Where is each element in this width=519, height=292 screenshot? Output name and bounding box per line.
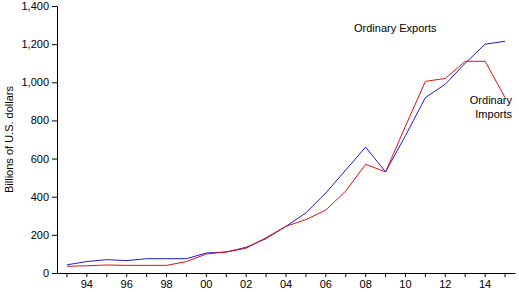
x-tick: 98 (160, 273, 172, 290)
x-tick-mark (405, 273, 406, 277)
y-tick-label: 0 (43, 267, 49, 279)
x-tick-mark (106, 273, 107, 277)
x-tick-label: 10 (399, 278, 411, 290)
x-tick (266, 273, 267, 277)
x-tick-mark (325, 273, 326, 277)
y-tick: 200 (31, 229, 57, 241)
y-tick: 800 (31, 114, 57, 126)
y-tick-label: 1,400 (21, 0, 49, 12)
y-tick-label: 600 (31, 153, 49, 165)
x-tick-label: 06 (320, 278, 332, 290)
x-tick: 94 (81, 273, 93, 290)
x-axis: 94 96 98 00 02 04 06 08 10 12 14 (58, 273, 516, 290)
y-tick-mark (52, 6, 57, 7)
y-tick-mark (52, 82, 57, 83)
series-label: Ordinary Exports (354, 22, 437, 34)
y-axis-title: Billions of U.S. dollars (3, 86, 15, 193)
y-tick-label: 1,200 (21, 38, 49, 50)
x-tick-mark (166, 273, 167, 277)
x-tick: 10 (399, 273, 411, 290)
x-tick-mark (186, 273, 187, 277)
y-tick-label: 1,000 (21, 76, 49, 88)
x-tick (186, 273, 187, 277)
x-tick (465, 273, 466, 277)
x-tick-label: 98 (160, 278, 172, 290)
x-tick-label: 96 (121, 278, 133, 290)
x-tick (385, 273, 386, 277)
y-tick-mark (52, 273, 57, 274)
x-tick-mark (206, 273, 207, 277)
x-tick-mark (485, 273, 486, 277)
y-tick-mark (52, 120, 57, 121)
y-tick-label: 200 (31, 229, 49, 241)
y-tick-mark (52, 44, 57, 45)
x-tick-mark (365, 273, 366, 277)
x-tick (66, 273, 67, 277)
x-tick-mark (66, 273, 67, 277)
x-tick-mark (505, 273, 506, 277)
x-tick (505, 273, 506, 277)
x-tick-mark (126, 273, 127, 277)
y-tick-mark (52, 235, 57, 236)
x-tick-mark (305, 273, 306, 277)
y-tick: 1,000 (21, 76, 57, 88)
x-tick-mark (86, 273, 87, 277)
series-line (67, 41, 505, 265)
x-tick-mark (226, 273, 227, 277)
y-axis: 0 200 400 600 800 1,000 1,200 1,400 (21, 0, 57, 279)
x-tick-mark (345, 273, 346, 277)
x-tick-label: 12 (439, 278, 451, 290)
x-tick-mark (445, 273, 446, 277)
plot: 0 200 400 600 800 1,000 1,200 1,400 94 96 98 00 02 04… (21, 0, 515, 290)
x-tick-mark (246, 273, 247, 277)
y-tick: 600 (31, 153, 57, 165)
chart: 0 200 400 600 800 1,000 1,200 1,400 94 96 98 00 02 04… (0, 0, 519, 292)
x-tick (425, 273, 426, 277)
series-label: OrdinaryImports (470, 94, 513, 120)
y-tick: 400 (31, 191, 57, 203)
x-tick-mark (266, 273, 267, 277)
x-tick-label: 04 (280, 278, 292, 290)
x-tick-mark (465, 273, 466, 277)
x-tick: 96 (121, 273, 133, 290)
x-tick-label: 08 (360, 278, 372, 290)
y-tick: 1,200 (21, 38, 57, 50)
x-tick-mark (146, 273, 147, 277)
y-tick: 0 (43, 267, 57, 279)
y-axis-line (57, 7, 58, 274)
x-tick: 02 (240, 273, 252, 290)
y-tick-label: 400 (31, 191, 49, 203)
x-tick: 08 (360, 273, 372, 290)
x-tick-label: 94 (81, 278, 93, 290)
x-tick-label: 00 (200, 278, 212, 290)
x-tick (305, 273, 306, 277)
y-tick: 1,400 (21, 0, 57, 12)
x-tick (106, 273, 107, 277)
x-tick (345, 273, 346, 277)
x-tick-mark (425, 273, 426, 277)
x-tick: 06 (320, 273, 332, 290)
x-tick: 14 (479, 273, 491, 290)
x-tick-label: 02 (240, 278, 252, 290)
x-tick-mark (286, 273, 287, 277)
x-tick-label: 14 (479, 278, 491, 290)
lines (67, 41, 505, 266)
x-tick: 00 (200, 273, 212, 290)
x-tick (146, 273, 147, 277)
x-tick-mark (385, 273, 386, 277)
y-tick-mark (52, 197, 57, 198)
y-tick-label: 800 (31, 114, 49, 126)
x-tick (226, 273, 227, 277)
x-tick: 04 (280, 273, 292, 290)
x-tick: 12 (439, 273, 451, 290)
y-tick-mark (52, 159, 57, 160)
series-line (67, 61, 505, 266)
